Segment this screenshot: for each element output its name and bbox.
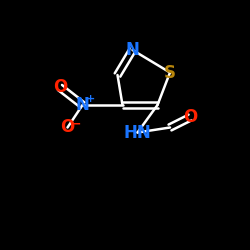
Text: S: S [164, 64, 176, 82]
Text: N: N [126, 41, 140, 59]
Text: O: O [183, 108, 197, 126]
Text: +: + [86, 94, 95, 104]
Text: O: O [60, 118, 74, 136]
Text: HN: HN [124, 124, 152, 142]
Text: O: O [53, 78, 67, 96]
Text: N: N [76, 96, 90, 114]
Text: −: − [71, 117, 82, 130]
